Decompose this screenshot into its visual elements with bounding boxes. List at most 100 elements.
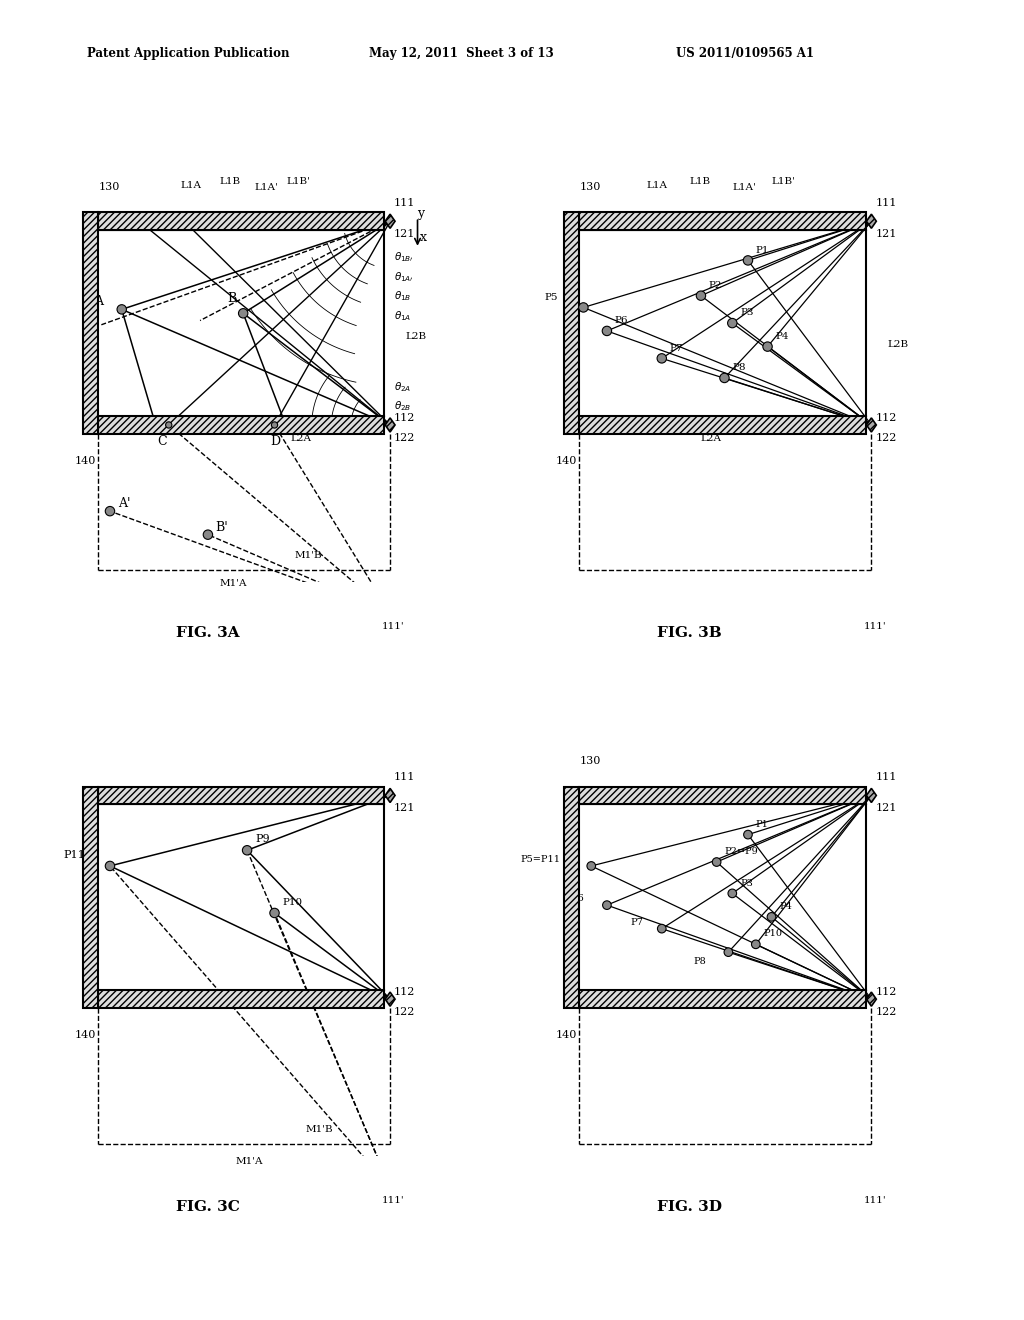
Bar xyxy=(580,213,865,230)
Polygon shape xyxy=(866,788,877,803)
Text: 111: 111 xyxy=(394,198,416,207)
Text: P3: P3 xyxy=(740,309,754,317)
Circle shape xyxy=(105,507,115,516)
Polygon shape xyxy=(385,1180,395,1195)
Text: 122: 122 xyxy=(876,433,897,442)
Bar xyxy=(580,416,865,434)
Text: P7: P7 xyxy=(631,917,643,927)
Text: 112: 112 xyxy=(876,987,897,997)
Text: P11: P11 xyxy=(62,850,85,861)
Text: Patent Application Publication: Patent Application Publication xyxy=(87,46,290,59)
Text: FIG. 3B: FIG. 3B xyxy=(656,626,722,639)
Circle shape xyxy=(713,858,721,866)
Circle shape xyxy=(657,354,667,363)
Bar xyxy=(98,787,384,804)
Text: B': B' xyxy=(216,521,228,533)
Text: 130: 130 xyxy=(580,756,601,766)
Text: P10: P10 xyxy=(283,898,302,907)
Circle shape xyxy=(117,305,126,314)
Text: L1A: L1A xyxy=(180,181,202,190)
Circle shape xyxy=(720,374,729,383)
Text: $\theta_{2B}$: $\theta_{2B}$ xyxy=(394,399,412,413)
Text: 111': 111' xyxy=(382,622,404,631)
Circle shape xyxy=(579,302,588,312)
Text: L2B: L2B xyxy=(406,331,427,341)
Text: 130: 130 xyxy=(98,182,120,191)
Text: B: B xyxy=(227,292,237,305)
Polygon shape xyxy=(385,214,395,228)
Text: P2: P2 xyxy=(709,281,722,290)
Text: US 2011/0109565 A1: US 2011/0109565 A1 xyxy=(676,46,814,59)
Polygon shape xyxy=(866,214,877,228)
Text: $\theta_{1A\prime}$: $\theta_{1A\prime}$ xyxy=(394,271,414,284)
Circle shape xyxy=(728,318,737,327)
Text: L2B: L2B xyxy=(887,339,908,348)
Text: A': A' xyxy=(118,498,130,511)
Text: $\theta_{1A}$: $\theta_{1A}$ xyxy=(394,309,412,323)
Bar xyxy=(83,787,98,1008)
Text: 111': 111' xyxy=(382,1196,404,1205)
Text: P8: P8 xyxy=(732,363,745,372)
Text: P6: P6 xyxy=(571,894,585,903)
Circle shape xyxy=(724,948,733,957)
Polygon shape xyxy=(866,606,877,620)
Bar xyxy=(98,416,384,434)
Text: 111': 111' xyxy=(863,622,886,631)
Text: 122: 122 xyxy=(394,433,416,442)
Text: 140: 140 xyxy=(556,1031,578,1040)
Text: 112: 112 xyxy=(876,413,897,422)
Text: L1A: L1A xyxy=(646,181,667,190)
Text: L1B: L1B xyxy=(689,177,711,186)
Text: P10: P10 xyxy=(764,929,782,939)
Text: 140: 140 xyxy=(75,457,96,466)
Circle shape xyxy=(696,290,706,301)
Text: M1'B: M1'B xyxy=(294,552,322,560)
Text: C: C xyxy=(157,434,167,447)
Polygon shape xyxy=(385,993,395,1006)
Polygon shape xyxy=(385,606,395,620)
Text: L1B: L1B xyxy=(220,177,241,186)
Text: P3: P3 xyxy=(740,879,753,887)
Circle shape xyxy=(763,342,772,351)
Text: P2=P9: P2=P9 xyxy=(724,847,758,857)
Circle shape xyxy=(269,908,280,917)
Text: 140: 140 xyxy=(75,1031,96,1040)
Text: M1'A: M1'A xyxy=(220,578,247,587)
Text: M1'A: M1'A xyxy=(236,1156,263,1166)
Text: L1A': L1A' xyxy=(255,183,279,191)
Circle shape xyxy=(752,940,760,949)
Bar xyxy=(98,990,384,1008)
Circle shape xyxy=(105,861,115,871)
Circle shape xyxy=(239,309,248,318)
Bar xyxy=(564,787,580,1008)
Text: P5: P5 xyxy=(544,293,558,301)
Text: P1: P1 xyxy=(756,820,769,829)
Text: P9: P9 xyxy=(255,834,269,845)
Circle shape xyxy=(602,900,611,909)
Text: 122: 122 xyxy=(876,1007,897,1016)
Bar xyxy=(580,787,865,804)
Polygon shape xyxy=(385,788,395,803)
Text: $\theta_{2A}$: $\theta_{2A}$ xyxy=(394,380,412,393)
Text: FIG. 3A: FIG. 3A xyxy=(176,626,240,639)
Text: L2A: L2A xyxy=(701,434,722,442)
Text: P5=P11: P5=P11 xyxy=(521,855,561,865)
Text: 111: 111 xyxy=(394,772,416,781)
Circle shape xyxy=(271,422,278,428)
Text: May 12, 2011  Sheet 3 of 13: May 12, 2011 Sheet 3 of 13 xyxy=(369,46,553,59)
Text: L1B': L1B' xyxy=(771,177,796,186)
Text: $\theta_{1B\prime}$: $\theta_{1B\prime}$ xyxy=(394,251,414,264)
Text: 121: 121 xyxy=(394,803,416,813)
Bar xyxy=(83,213,98,434)
Text: FIG. 3C: FIG. 3C xyxy=(176,1200,240,1213)
Bar xyxy=(98,213,384,230)
Text: 111: 111 xyxy=(876,198,897,207)
Polygon shape xyxy=(866,993,877,1006)
Text: FIG. 3D: FIG. 3D xyxy=(656,1200,722,1213)
Circle shape xyxy=(767,912,776,921)
Text: P6: P6 xyxy=(614,315,629,325)
Polygon shape xyxy=(866,1180,877,1195)
Text: D: D xyxy=(270,434,281,447)
Text: 130: 130 xyxy=(580,182,601,191)
Text: $\theta_{1B}$: $\theta_{1B}$ xyxy=(394,289,412,304)
